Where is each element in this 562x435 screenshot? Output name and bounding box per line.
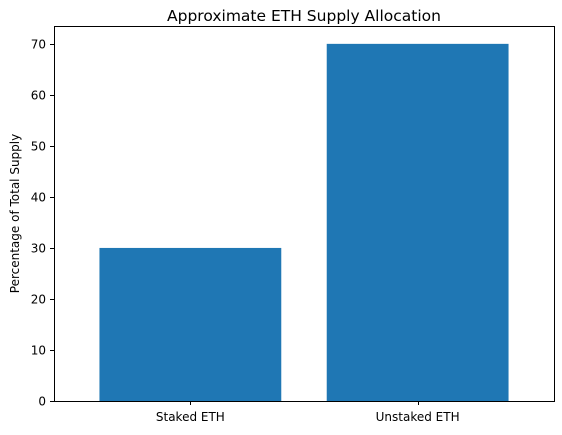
y-tick-label: 60	[31, 89, 46, 103]
bar-unstaked-eth	[326, 43, 509, 401]
bars	[99, 43, 509, 401]
y-tick-label: 30	[31, 242, 46, 256]
y-tick-label: 0	[38, 395, 46, 409]
x-tick-label: Unstaked ETH	[376, 410, 460, 424]
x-tick-label: Staked ETH	[156, 410, 225, 424]
y-tick-label: 70	[31, 38, 46, 52]
y-axis-label: Percentage of Total Supply	[8, 134, 22, 293]
y-tick-label: 40	[31, 191, 46, 205]
plot-frame	[54, 26, 555, 402]
x-axis-ticks: Staked ETH Unstaked ETH	[156, 401, 460, 424]
chart-title: Approximate ETH Supply Allocation	[167, 7, 441, 25]
y-axis-ticks: 0 10 20 30 40 50 60 70	[31, 38, 54, 409]
y-tick-label: 20	[31, 293, 46, 307]
bar-staked-eth	[99, 247, 282, 401]
y-tick-label: 10	[31, 344, 46, 358]
y-tick-label: 50	[31, 140, 46, 154]
